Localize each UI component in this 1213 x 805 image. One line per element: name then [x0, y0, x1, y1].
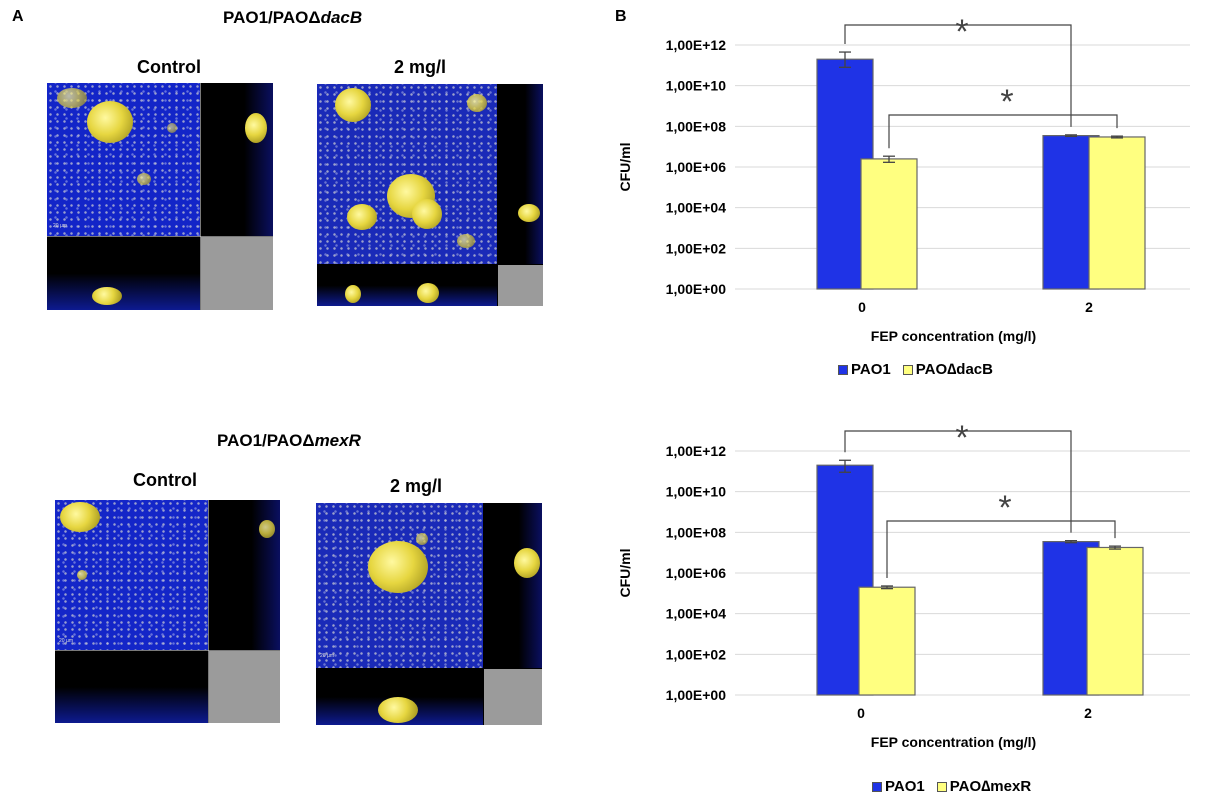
legend-label: PAO∆mexR — [949, 778, 1032, 795]
condition-label-2mgl: 2 mg/l — [394, 57, 447, 77]
confocal-image-mexr-2mgl: 20 µm — [316, 503, 542, 725]
legend-swatch — [902, 364, 913, 375]
significance-bracket — [844, 24, 1072, 127]
bar — [1088, 136, 1146, 290]
yz-view — [484, 503, 542, 668]
confocal-image-dacb-2mgl — [317, 84, 543, 306]
significance-star: * — [955, 419, 968, 457]
confocal-image-mexr-control: 20 µm — [55, 500, 280, 723]
strain-title-dacb: PAO1/PAOΔdacB — [223, 8, 362, 28]
significance-bracket — [886, 520, 1116, 578]
xz-view — [47, 237, 200, 310]
y-tick-label: 1,00E+04 — [666, 606, 727, 622]
y-tick-label: 1,00E+02 — [666, 240, 727, 256]
confocal-image-dacb-control: 20 µm — [47, 83, 273, 310]
xz-view — [316, 669, 483, 725]
legend-swatch — [872, 781, 882, 792]
condition-label-control: Control — [133, 470, 197, 490]
legend-item: PAO∆mexR — [936, 778, 1032, 795]
significance-star: * — [998, 489, 1011, 527]
x-tick-label: 2 — [1084, 705, 1092, 721]
yz-view — [209, 500, 280, 650]
xz-view — [55, 651, 208, 723]
corner-blank — [484, 669, 542, 725]
y-tick-label: 1,00E+04 — [666, 200, 727, 216]
y-tick-label: 1,00E+12 — [666, 443, 727, 459]
y-tick-label: 1,00E+06 — [666, 565, 727, 581]
xz-view — [317, 265, 497, 306]
legend-item: PAO1 — [872, 778, 925, 795]
y-tick-label: 1,00E+10 — [666, 78, 727, 94]
legend-item: PAO∆dacB — [902, 361, 993, 378]
xy-view: 20 µm — [47, 83, 200, 236]
legend-label: PAO1 — [851, 361, 891, 378]
strain-title-prefix: PAO1/PAOΔ — [223, 8, 321, 27]
x-axis-label: FEP concentration (mg/l) — [871, 328, 1036, 344]
panel-a-letter: A — [12, 8, 24, 25]
condition-label-2mgl: 2 mg/l — [390, 476, 443, 496]
xy-view: 20 µm — [55, 500, 208, 650]
strain-title-prefix: PAO1/PAOΔ — [217, 431, 315, 450]
significance-bracket — [888, 114, 1118, 149]
y-tick-label: 1,00E+00 — [666, 687, 727, 703]
strain-title-gene: mexR — [314, 431, 361, 450]
legend-swatch — [838, 364, 848, 375]
corner-blank — [201, 237, 273, 310]
y-tick-label: 1,00E+02 — [666, 646, 727, 662]
y-tick-label: 1,00E+00 — [666, 281, 727, 297]
legend-swatch — [936, 781, 947, 792]
corner-blank — [209, 651, 280, 723]
y-axis-label: CFU/ml — [617, 549, 633, 598]
x-tick-label: 2 — [1085, 299, 1093, 315]
y-tick-label: 1,00E+08 — [666, 524, 727, 540]
yz-view — [201, 83, 273, 236]
strain-title-mexr: PAO1/PAOΔmexR — [217, 431, 361, 451]
xy-view: 20 µm — [316, 503, 483, 668]
x-tick-label: 0 — [858, 299, 866, 315]
significance-star: * — [955, 13, 968, 51]
yz-view — [498, 84, 543, 264]
y-tick-label: 1,00E+10 — [666, 484, 727, 500]
y-axis-label: CFU/ml — [617, 143, 633, 192]
strain-title-gene: dacB — [320, 8, 363, 27]
corner-blank — [498, 265, 543, 306]
legend-label: PAO1 — [885, 778, 925, 795]
y-tick-label: 1,00E+06 — [666, 159, 727, 175]
y-tick-label: 1,00E+08 — [666, 118, 727, 134]
panel-b-letter: B — [615, 8, 627, 25]
condition-label-control: Control — [137, 57, 201, 77]
bar — [860, 158, 918, 290]
legend-item: PAO1 — [838, 361, 891, 378]
significance-bracket — [844, 430, 1072, 533]
legend-dacb: PAO1 PAO∆dacB — [838, 361, 1005, 378]
y-tick-label: 1,00E+12 — [666, 37, 727, 53]
significance-star: * — [1000, 83, 1013, 121]
legend-mexr: PAO1 PAO∆mexR — [872, 778, 1043, 795]
x-axis-label: FEP concentration (mg/l) — [871, 734, 1036, 750]
legend-label: PAO∆dacB — [915, 361, 993, 378]
xy-view — [317, 84, 497, 264]
bar — [858, 586, 916, 696]
x-tick-label: 0 — [857, 705, 865, 721]
bar — [1086, 546, 1144, 696]
